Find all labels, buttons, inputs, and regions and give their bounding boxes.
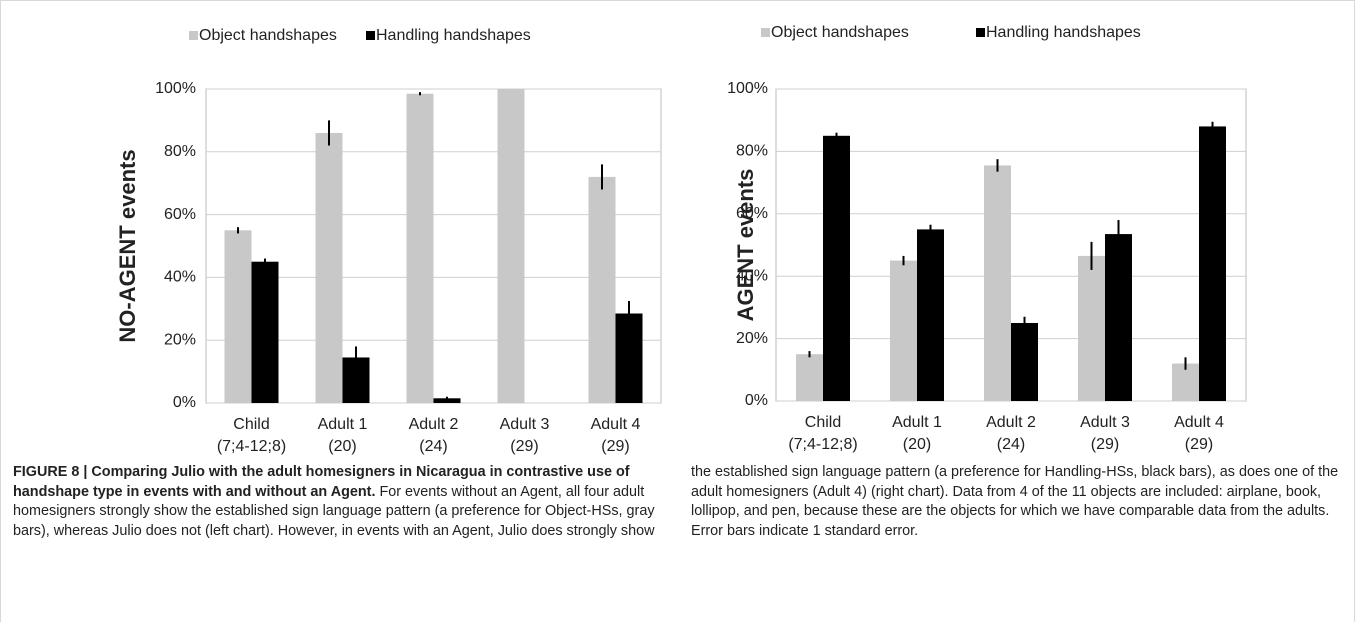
legend-swatch [189,31,198,40]
bar [1105,234,1132,401]
x-tick-label: (20) [903,436,931,453]
caption-title: Comparing Julio with the adult homesigne… [13,464,630,500]
x-tick-label: (7;4-12;8) [788,436,857,453]
caption-text: For events without an Agent, all four ad… [13,464,1339,539]
y-tick-label: 40% [164,269,196,286]
caption: FIGURE 8 | Comparing Julio with the adul… [13,463,1346,541]
y-axis-label: AGENT events [733,169,758,322]
bar [1078,255,1105,401]
x-tick-label: (7;4-12;8) [217,438,286,455]
bar [984,165,1011,401]
y-axis-label: NO-AGENT events [115,149,140,342]
bar [1011,323,1038,401]
charts: 0% 20% 40% 60% 80% 100% NO-AGENT events Object … [115,24,1247,455]
bar [315,132,343,403]
x-tick-label: (29) [1185,436,1213,453]
bar [796,354,823,401]
x-tick-label: (24) [419,438,447,455]
legend-swatch [366,31,375,40]
x-tick-label: Child [233,416,269,433]
y-tick-label: 0% [745,392,768,409]
y-tick-label: 100% [155,80,196,97]
y-tick-label: 20% [736,330,768,347]
y-tick-label: 100% [727,80,768,97]
legend-swatch [761,28,770,37]
bar [823,135,850,402]
bar [224,230,252,403]
bar [917,229,944,401]
bar [406,93,434,404]
y-tick-label: 80% [164,143,196,160]
x-tick-label: (24) [997,436,1025,453]
bar [890,260,917,401]
legend-label: Handling handshapes [376,27,531,44]
y-tick-label: 60% [736,205,768,222]
x-tick-label: Adult 3 [500,416,550,433]
x-tick-label: Adult 4 [591,416,641,433]
caption-label: FIGURE 8 | [13,464,88,480]
x-tick-label: (29) [510,438,538,455]
y-tick-label: 60% [164,206,196,223]
x-tick-label: Adult 2 [986,414,1036,431]
x-tick-label: (29) [1091,436,1119,453]
legend-swatch [976,28,985,37]
bar [251,261,279,403]
x-tick-label: Adult 1 [892,414,942,431]
x-tick-label: Adult 2 [409,416,459,433]
bar [433,398,461,403]
legend-label: Handling handshapes [986,24,1141,41]
y-tick-label: 80% [736,143,768,160]
bar [497,89,525,403]
x-tick-label: (20) [328,438,356,455]
x-tick-label: (29) [601,438,629,455]
bar [1199,126,1226,401]
bar [588,176,616,403]
bar [615,313,643,403]
x-tick-label: Adult 3 [1080,414,1130,431]
y-tick-label: 20% [164,331,196,348]
legend-label: Object handshapes [771,24,909,41]
x-tick-label: Adult 1 [318,416,368,433]
legend-label: Object handshapes [199,27,337,44]
y-tick-label: 0% [173,394,196,411]
y-tick-label: 40% [736,267,768,284]
x-tick-label: Child [805,414,841,431]
x-tick-label: Adult 4 [1174,414,1224,431]
